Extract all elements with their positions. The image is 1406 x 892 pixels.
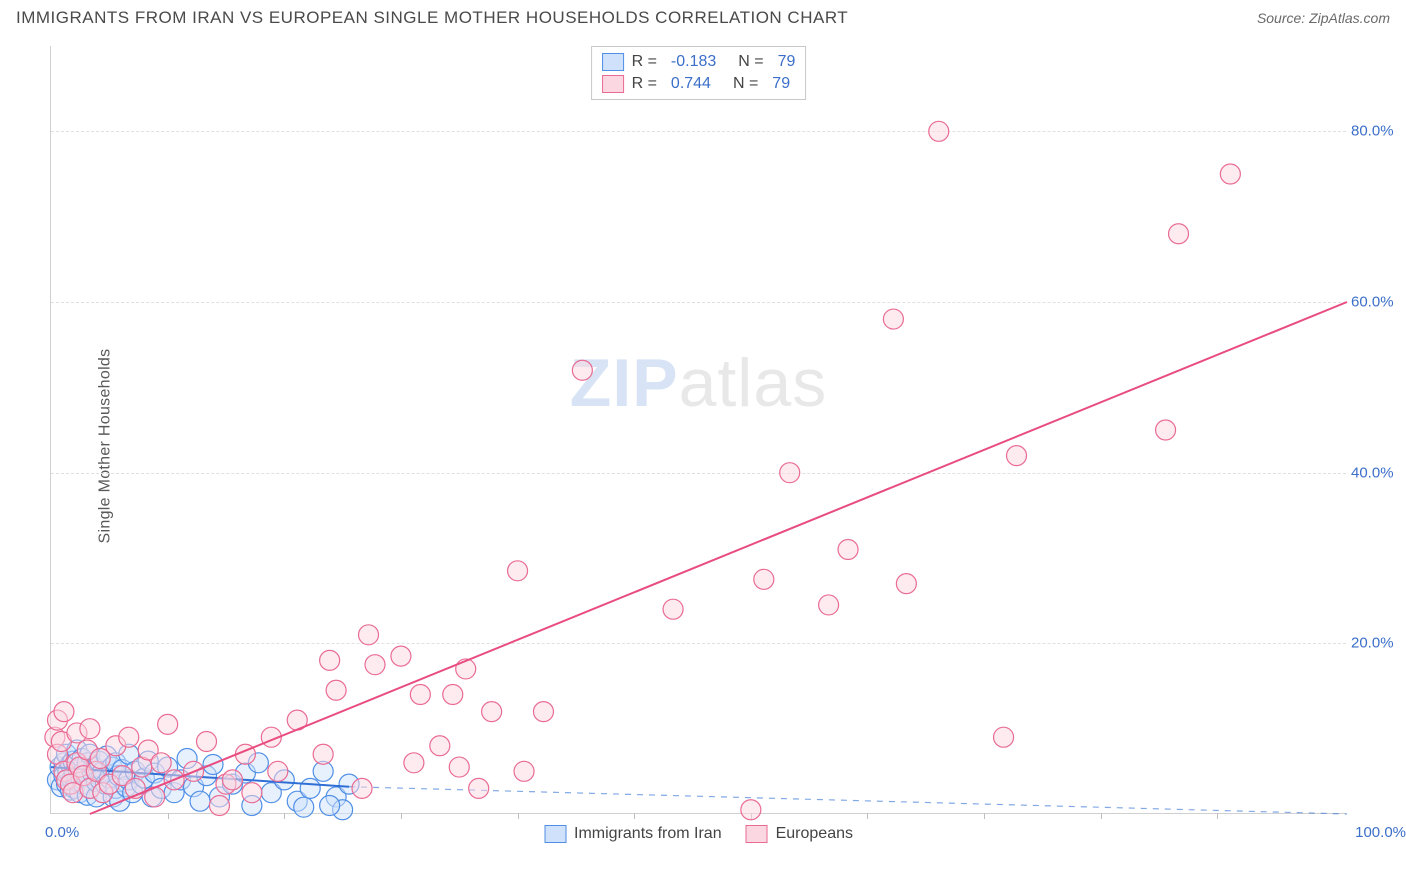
legend-N-value-iran: 79 xyxy=(778,53,796,71)
legend-N-label: N = xyxy=(738,53,763,71)
x-tick-label-min: 0.0% xyxy=(45,824,79,841)
source-attribution: Source: ZipAtlas.com xyxy=(1257,10,1390,26)
legend-N-label: N = xyxy=(733,75,758,93)
gridline xyxy=(51,473,1346,474)
x-tick-mark xyxy=(867,813,868,819)
x-tick-mark xyxy=(634,813,635,819)
legend-swatch-europeans xyxy=(602,75,624,93)
source-label: Source: xyxy=(1257,10,1305,26)
gridline xyxy=(51,643,1346,644)
legend-R-label: R = xyxy=(632,53,657,71)
x-tick-mark xyxy=(284,813,285,819)
legend-row-europeans: R = 0.744 N = 79 xyxy=(602,73,796,95)
chart-title: IMMIGRANTS FROM IRAN VS EUROPEAN SINGLE … xyxy=(16,8,848,28)
gridline xyxy=(51,302,1346,303)
legend-swatch-iran xyxy=(602,53,624,71)
y-tick-label: 80.0% xyxy=(1351,123,1406,140)
legend-swatch-europeans-bottom xyxy=(746,825,768,843)
legend-swatch-iran-bottom xyxy=(544,825,566,843)
legend-item-iran: Immigrants from Iran xyxy=(544,825,722,843)
legend-R-label: R = xyxy=(632,75,657,93)
x-tick-mark xyxy=(518,813,519,819)
y-tick-label: 60.0% xyxy=(1351,294,1406,311)
chart-header: IMMIGRANTS FROM IRAN VS EUROPEAN SINGLE … xyxy=(0,0,1406,32)
scatter-plot-svg xyxy=(51,46,1347,814)
legend-label-europeans: Europeans xyxy=(776,825,853,843)
correlation-legend-box: R = -0.183 N = 79 R = 0.744 N = 79 xyxy=(591,46,807,100)
x-tick-mark xyxy=(168,813,169,819)
y-tick-label: 20.0% xyxy=(1351,635,1406,652)
x-tick-mark xyxy=(751,813,752,819)
legend-N-value-europeans: 79 xyxy=(772,75,790,93)
legend-row-iran: R = -0.183 N = 79 xyxy=(602,51,796,73)
x-tick-label-max: 100.0% xyxy=(1355,824,1406,841)
x-tick-mark xyxy=(1217,813,1218,819)
chart-plot-area: ZIPatlas 20.0%40.0%60.0%80.0% R = -0.183… xyxy=(50,46,1346,814)
x-tick-mark xyxy=(401,813,402,819)
gridline xyxy=(51,131,1346,132)
legend-item-europeans: Europeans xyxy=(746,825,853,843)
legend-R-value-iran: -0.183 xyxy=(671,53,716,71)
watermark: ZIPatlas xyxy=(570,344,827,422)
y-tick-label: 40.0% xyxy=(1351,464,1406,481)
x-tick-mark xyxy=(1101,813,1102,819)
x-tick-mark xyxy=(984,813,985,819)
legend-R-value-europeans: 0.744 xyxy=(671,75,711,93)
series-legend: Immigrants from Iran Europeans xyxy=(544,825,853,843)
legend-label-iran: Immigrants from Iran xyxy=(574,825,722,843)
source-value: ZipAtlas.com xyxy=(1309,10,1390,26)
